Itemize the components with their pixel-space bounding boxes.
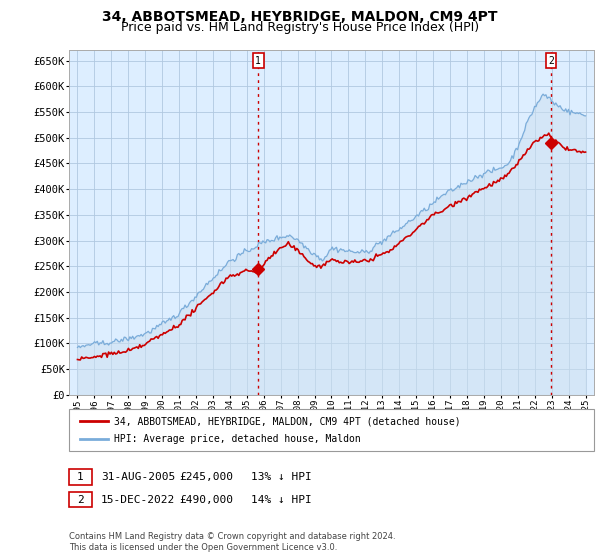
Text: £490,000: £490,000 <box>179 494 233 505</box>
Text: 31-AUG-2005: 31-AUG-2005 <box>101 472 175 482</box>
Text: 13% ↓ HPI: 13% ↓ HPI <box>251 472 311 482</box>
Text: £245,000: £245,000 <box>179 472 233 482</box>
Text: Price paid vs. HM Land Registry's House Price Index (HPI): Price paid vs. HM Land Registry's House … <box>121 21 479 34</box>
Text: 2: 2 <box>548 55 554 66</box>
Text: 1: 1 <box>77 472 84 482</box>
Text: 34, ABBOTSMEAD, HEYBRIDGE, MALDON, CM9 4PT (detached house): 34, ABBOTSMEAD, HEYBRIDGE, MALDON, CM9 4… <box>114 417 461 426</box>
Text: 14% ↓ HPI: 14% ↓ HPI <box>251 494 311 505</box>
Text: 2: 2 <box>77 494 84 505</box>
Text: Contains HM Land Registry data © Crown copyright and database right 2024.
This d: Contains HM Land Registry data © Crown c… <box>69 532 395 552</box>
Text: HPI: Average price, detached house, Maldon: HPI: Average price, detached house, Mald… <box>114 434 361 444</box>
Text: 34, ABBOTSMEAD, HEYBRIDGE, MALDON, CM9 4PT: 34, ABBOTSMEAD, HEYBRIDGE, MALDON, CM9 4… <box>102 10 498 24</box>
Text: 1: 1 <box>255 55 261 66</box>
Text: 15-DEC-2022: 15-DEC-2022 <box>101 494 175 505</box>
